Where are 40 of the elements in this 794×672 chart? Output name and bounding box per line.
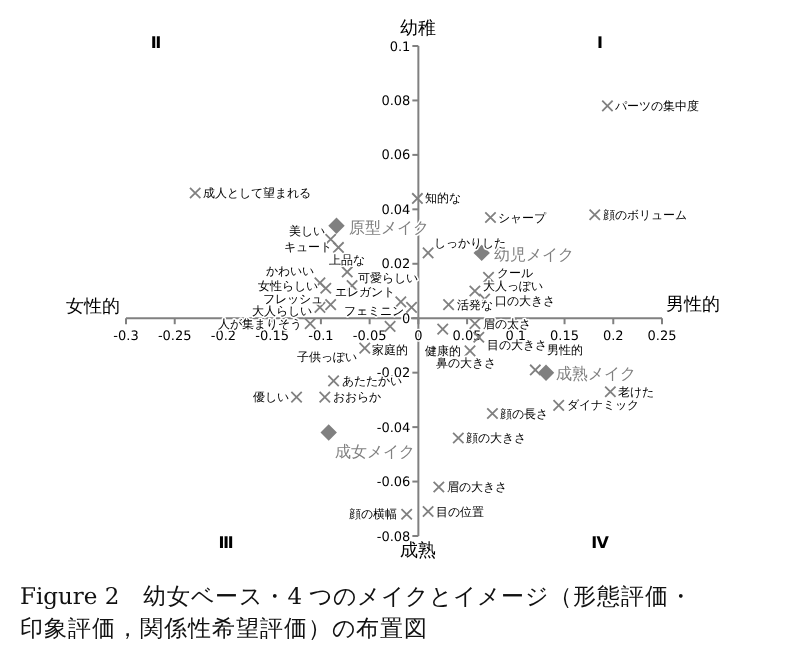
- point: [327, 374, 340, 387]
- point: [452, 431, 465, 445]
- point: [332, 241, 345, 254]
- point: [468, 284, 481, 298]
- point: [442, 298, 455, 311]
- point: [422, 246, 435, 259]
- point: [436, 323, 449, 336]
- text: 女性的: [66, 296, 120, 319]
- point: [604, 385, 617, 398]
- series-label: 成女メイク: [334, 442, 415, 461]
- point: [319, 282, 332, 295]
- point: [538, 364, 554, 381]
- annotation: Ⅱ: [150, 34, 162, 52]
- y-axis-title: 幼稚: [400, 18, 437, 40]
- point: [486, 407, 499, 420]
- text: 成熟: [400, 540, 437, 562]
- point: [358, 342, 371, 355]
- point: [484, 211, 497, 224]
- point: [290, 391, 303, 404]
- series-label: 成熟メイク: [556, 364, 637, 383]
- annotation: Ⅲ: [218, 534, 234, 552]
- annotation: Ⅳ: [591, 534, 610, 552]
- point: [422, 505, 435, 518]
- point: [189, 186, 202, 200]
- point: [411, 192, 424, 205]
- point: [320, 424, 337, 441]
- point: [400, 508, 413, 521]
- point: [384, 320, 397, 333]
- point: [341, 265, 354, 279]
- point: [529, 363, 542, 377]
- point: [318, 391, 331, 404]
- x-axis-title: 男性的: [666, 294, 720, 317]
- point: [588, 208, 601, 221]
- point: [432, 480, 445, 494]
- point: [552, 399, 565, 412]
- point: [328, 217, 345, 234]
- point: [463, 344, 477, 357]
- text: Figure 2 幼女ベース・4 つのメイクとイメージ（形態評価・印象評価，関係性希望評価）の布置図: [20, 580, 696, 644]
- annotation: Ⅰ: [597, 34, 604, 52]
- point: [601, 99, 614, 112]
